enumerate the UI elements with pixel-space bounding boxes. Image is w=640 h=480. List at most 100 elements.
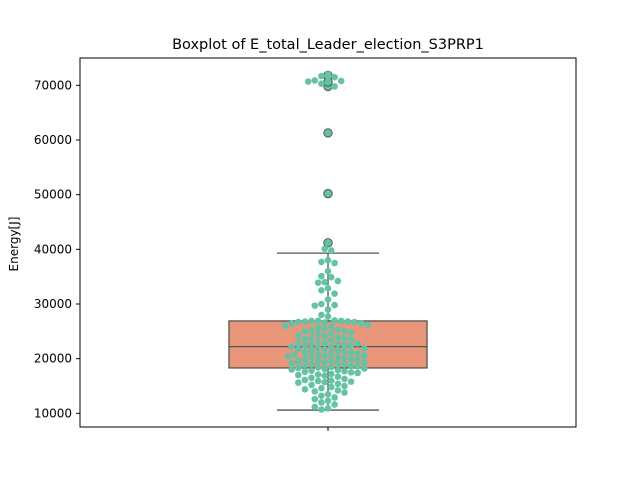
swarm-point bbox=[354, 369, 362, 377]
swarm-point bbox=[318, 399, 325, 406]
swarm-point bbox=[347, 369, 355, 376]
swarm-point bbox=[314, 317, 322, 325]
y-tick-label: 40000 bbox=[34, 242, 72, 256]
swarm-point bbox=[288, 366, 296, 373]
swarm-point bbox=[295, 345, 302, 353]
swarm-point bbox=[328, 343, 335, 351]
swarm-point bbox=[321, 325, 329, 333]
swarm-point bbox=[324, 284, 332, 292]
swarm-point bbox=[301, 361, 309, 369]
swarm-point bbox=[295, 338, 302, 346]
swarm-point bbox=[364, 321, 371, 329]
swarm-point bbox=[314, 330, 322, 338]
swarm-point bbox=[321, 339, 329, 347]
swarm-point bbox=[304, 78, 312, 85]
swarm-point bbox=[331, 73, 338, 81]
swarm-point bbox=[354, 349, 362, 357]
swarm-point bbox=[357, 319, 365, 327]
swarm-point bbox=[301, 335, 309, 343]
y-tick-label: 70000 bbox=[34, 78, 72, 92]
swarm-point bbox=[301, 348, 309, 356]
swarm-point bbox=[361, 358, 368, 366]
swarm-point bbox=[337, 317, 345, 325]
swarm-point bbox=[301, 368, 309, 376]
swarm-point bbox=[324, 71, 332, 78]
swarm-point bbox=[354, 340, 362, 347]
swarm-point bbox=[334, 326, 342, 333]
swarm-point bbox=[311, 403, 319, 411]
swarm-point bbox=[328, 337, 335, 344]
swarm-point bbox=[331, 317, 338, 324]
swarm-point bbox=[321, 346, 329, 353]
swarm-point bbox=[321, 245, 329, 253]
swarm-point bbox=[347, 355, 355, 363]
swarm-point bbox=[314, 324, 322, 331]
swarm-point bbox=[347, 362, 355, 370]
swarm-point bbox=[328, 377, 335, 384]
swarm-point bbox=[347, 378, 355, 385]
swarm-point bbox=[334, 366, 342, 374]
swarm-point bbox=[314, 357, 322, 365]
swarm-point bbox=[295, 371, 302, 379]
swarm-point bbox=[341, 334, 348, 342]
swarm-point bbox=[311, 395, 319, 403]
swarm-point bbox=[308, 317, 315, 325]
swarm-point bbox=[334, 353, 342, 361]
swarm-point bbox=[301, 355, 309, 362]
swarm-point bbox=[324, 390, 332, 398]
swarm-point bbox=[328, 350, 335, 358]
swarm-point bbox=[324, 313, 332, 320]
swarm-point bbox=[324, 405, 332, 412]
y-tick-label: 30000 bbox=[34, 297, 72, 311]
swarm-point bbox=[347, 336, 355, 343]
swarm-point bbox=[334, 277, 342, 285]
swarm-point bbox=[314, 337, 322, 345]
swarm-point bbox=[288, 359, 296, 367]
swarm-point bbox=[295, 331, 302, 339]
swarm-point bbox=[308, 326, 315, 334]
swarm-point bbox=[324, 77, 332, 85]
swarm-point bbox=[321, 352, 329, 360]
y-tick-label: 60000 bbox=[34, 133, 72, 147]
swarm-point bbox=[331, 83, 338, 90]
swarm-point bbox=[321, 332, 329, 340]
swarm-point bbox=[314, 364, 322, 371]
swarm-point bbox=[324, 296, 332, 303]
swarm-point bbox=[311, 77, 319, 84]
swarm-point bbox=[331, 259, 338, 267]
swarm-point bbox=[361, 344, 368, 352]
swarm-point bbox=[318, 80, 325, 87]
swarm-point bbox=[318, 258, 325, 266]
swarm-point bbox=[328, 383, 335, 391]
swarm-point bbox=[318, 406, 325, 413]
swarm-point bbox=[314, 344, 322, 352]
iqr-box bbox=[228, 320, 428, 369]
swarm-point bbox=[354, 356, 362, 364]
swarm-point bbox=[328, 247, 335, 254]
swarm-point bbox=[308, 381, 315, 389]
swarm-point bbox=[324, 397, 332, 405]
swarm-point bbox=[341, 375, 348, 383]
swarm-point bbox=[308, 360, 315, 368]
swarm-point bbox=[301, 318, 309, 325]
swarm-point bbox=[334, 334, 342, 341]
swarm-point bbox=[301, 328, 309, 335]
swarm-point bbox=[281, 322, 289, 330]
swarm-point bbox=[334, 387, 342, 394]
y-tick-label: 20000 bbox=[34, 352, 72, 366]
swarm-point bbox=[321, 365, 329, 373]
swarm-point bbox=[341, 327, 348, 335]
swarm-point bbox=[328, 370, 335, 378]
swarm-point bbox=[301, 342, 309, 349]
swarm-point bbox=[361, 365, 368, 372]
swarm-point bbox=[341, 348, 348, 355]
swarm-point bbox=[347, 329, 355, 336]
swarm-point bbox=[331, 301, 338, 309]
swarm-point bbox=[318, 72, 325, 80]
swarm-point bbox=[308, 374, 315, 382]
swarm-point bbox=[301, 385, 309, 393]
swarm-point bbox=[347, 349, 355, 356]
swarm-point bbox=[351, 318, 358, 326]
swarm-point bbox=[318, 300, 325, 308]
